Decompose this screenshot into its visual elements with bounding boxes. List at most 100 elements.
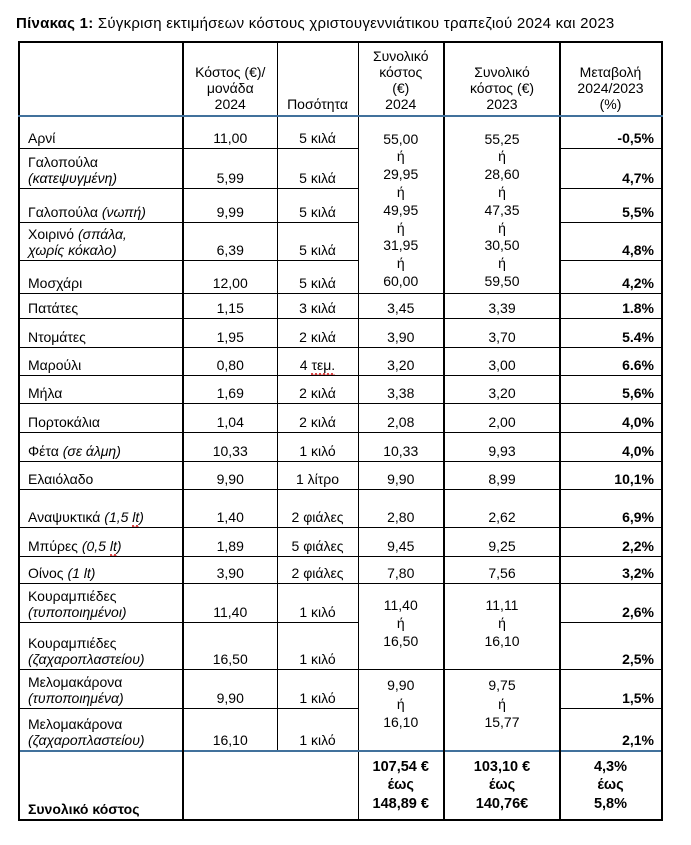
text-segment: 3 κιλά xyxy=(299,299,336,316)
text-segment: Μπύρες xyxy=(28,537,82,554)
italic-text: (σε άλμη) xyxy=(62,442,121,459)
change-percent-cell: 5.4% xyxy=(559,317,663,348)
unit-cost-cell: 6,39 xyxy=(182,221,278,261)
unit-cost-cell: 16,10 xyxy=(182,707,278,752)
total-2024-cell: 2,80 xyxy=(357,488,445,528)
text-segment: 5 κιλά xyxy=(299,274,336,291)
text-segment: Γαλοπούλα xyxy=(28,203,102,220)
total-2024-cell: 9,90 ή 16,10 xyxy=(357,668,445,752)
item-name-cell: Οίνος (1 lt) xyxy=(18,555,184,584)
table-caption-text: Σύγκριση εκτιμήσεων κόστους χριστουγεννι… xyxy=(93,15,615,32)
unit-cost-cell: 11,00 xyxy=(182,115,278,149)
text-segment: Μελομακάρονα xyxy=(28,673,123,690)
item-name-cell: Φέτα (σε άλμη) xyxy=(18,431,184,462)
text-segment: Ντομάτες xyxy=(28,328,86,345)
italic-text: (νωπή) xyxy=(101,203,146,220)
total-2024-cell: 3,45 xyxy=(357,292,445,319)
item-row: Μοσχάρι 12,00 5 κιλά 4,2% xyxy=(18,259,663,294)
unit-cost-cell: 10,33 xyxy=(182,431,278,462)
total-empty-cell xyxy=(182,750,359,821)
unit-cost-cell: 1,69 xyxy=(182,374,278,404)
total-2023-cell: 7,56 xyxy=(443,555,561,584)
total-2024-cell: 10,33 xyxy=(357,431,445,462)
text-segment: 5 κιλά xyxy=(299,241,336,258)
text-segment: Γαλοπούλα xyxy=(28,153,98,170)
item-row: Αρνί 11,00 5 κιλά 55,00 ή 29,95 ή 49,95 ή 31,95 ή 6… xyxy=(18,115,663,294)
total-2023-cell: 9,75 ή 15,77 xyxy=(443,668,561,752)
total-2023-cell: 3,70 xyxy=(443,317,561,348)
item-name-cell: Μοσχάρι xyxy=(18,259,184,294)
quantity-cell: 2 φιάλες xyxy=(276,555,359,584)
text-segment: 5 φιάλες xyxy=(291,537,344,554)
item-name-cell: Μήλα xyxy=(18,374,184,404)
italic-text: (1 lt) xyxy=(67,564,96,581)
change-percent-cell: 4,0% xyxy=(559,402,663,433)
item-row: Χοιρινό (σπάλα, χωρίς κόκαλο) 6,39 5 κιλά 4,… xyxy=(18,221,663,261)
total-2024-cell: 3,20 xyxy=(357,346,445,376)
italic-text: (σπάλα, xyxy=(77,225,127,242)
total-2023-cell: 3,39 xyxy=(443,292,561,319)
header-quantity: Ποσότητα xyxy=(276,41,359,117)
table-caption: Πίνακας 1: Σύγκριση εκτιμήσεων κόστους χ… xyxy=(16,16,615,32)
text-segment: 2 φιάλες xyxy=(291,564,344,581)
quantity-cell: 1 κιλό xyxy=(276,668,359,709)
item-name-cell: Πατάτες xyxy=(18,292,184,319)
unit-cost-cell: 1,89 xyxy=(182,526,278,557)
total-label-cell: Συνολικό κόστος xyxy=(18,750,184,821)
misspelled-text: lt xyxy=(109,538,117,555)
italic-text: (ζαχαροπλαστείου) xyxy=(28,650,145,667)
item-name-cell: Μελομακάρονα (ζαχαροπλαστείου) xyxy=(18,707,184,752)
text-segment: 2 κιλά xyxy=(299,328,336,345)
unit-cost-cell: 16,50 xyxy=(182,621,278,670)
change-percent-cell: 2,2% xyxy=(559,526,663,557)
change-percent-cell: 6.6% xyxy=(559,346,663,376)
italic-text: (ζαχαροπλαστείου) xyxy=(28,732,145,748)
change-percent-cell: 1.8% xyxy=(559,292,663,319)
total-2024-cell: 55,00 ή 29,95 ή 49,95 ή 31,95 ή 60,00 xyxy=(357,115,445,294)
italic-text: (κατεψυγμένη) xyxy=(28,169,118,186)
item-row: Φέτα (σε άλμη) 10,33 1 κιλό 10,33 9,93 4,0% xyxy=(18,431,663,462)
item-name-cell: Γαλοπούλα (νωπή) xyxy=(18,187,184,223)
item-name-cell: Κουραμπιέδες (ζαχαροπλαστείου) xyxy=(18,621,184,670)
unit-cost-cell: 11,40 xyxy=(182,582,278,623)
item-name-cell: Αρνί xyxy=(18,115,184,149)
text-segment: Μαρούλι xyxy=(28,356,82,373)
text-segment: 1 κιλό xyxy=(299,689,336,706)
italic-text: χωρίς κόκαλο) xyxy=(28,241,117,258)
quantity-cell: 2 κιλά xyxy=(276,317,359,348)
quantity-cell: 3 κιλά xyxy=(276,292,359,319)
quantity-cell: 4 τεμ. xyxy=(276,346,359,376)
quantity-cell: 1 κιλό xyxy=(276,582,359,623)
quantity-cell: 2 κιλά xyxy=(276,402,359,433)
text-segment: Αναψυκτικά xyxy=(28,508,105,525)
change-percent-cell: 4,0% xyxy=(559,431,663,462)
total-2024-cell: 3,90 xyxy=(357,317,445,348)
change-percent-cell: 2,5% xyxy=(559,621,663,670)
text-segment: 2 κιλά xyxy=(299,413,336,430)
item-name-cell: Μπύρες (0,5 lt) xyxy=(18,526,184,557)
text-segment: 5 κιλά xyxy=(299,169,336,186)
text-segment: Κουραμπιέδες xyxy=(28,634,117,651)
unit-cost-cell: 3,90 xyxy=(182,555,278,584)
header-unit-cost-2024: Κόστος (€)/μονάδα 2024 xyxy=(182,41,278,117)
item-row: Μελομακάρονα (ζαχαροπλαστείου) 16,10 1 κιλ… xyxy=(18,707,663,752)
item-row: Ελαιόλαδο 9,90 1 λίτρο 9,90 8,99 10,1% xyxy=(18,460,663,490)
item-name-cell: Κουραμπιέδες (τυποποιημένοι) xyxy=(18,582,184,623)
text-segment: Μελομακάρονα xyxy=(28,716,123,732)
header-item xyxy=(18,41,184,117)
unit-cost-cell: 9,99 xyxy=(182,187,278,223)
text-segment: 1 κιλό xyxy=(299,650,336,667)
cost-comparison-table: Κόστος (€)/μονάδα 2024 Ποσότητα Συνολικό κόσ… xyxy=(18,41,663,821)
quantity-cell: 2 φιάλες xyxy=(276,488,359,528)
text-segment: 4 xyxy=(299,356,312,373)
change-percent-cell: 3,2% xyxy=(559,555,663,584)
italic-text: (1,5 xyxy=(104,508,133,525)
text-segment: 1 κιλό xyxy=(299,442,336,459)
text-segment: Ελαιόλαδο xyxy=(28,470,94,487)
header-change-percent: Μεταβολή 2024/2023 (%) xyxy=(559,41,663,117)
change-percent-cell: 4,2% xyxy=(559,259,663,294)
item-row: Μελομακάρονα (τυποποιημένα) 9,90 1 κιλό 9,9… xyxy=(18,668,663,752)
item-name-cell: Μελομακάρονα (τυποποιημένα) xyxy=(18,668,184,709)
text-segment: 1 λίτρο xyxy=(295,470,340,487)
unit-cost-cell: 1,40 xyxy=(182,488,278,528)
